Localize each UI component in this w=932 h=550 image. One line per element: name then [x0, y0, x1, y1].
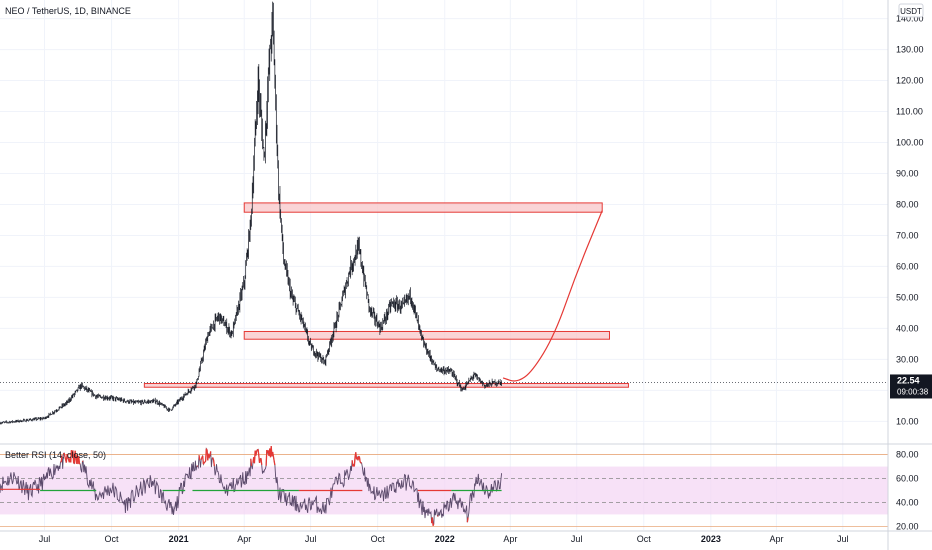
x-tick-label: Apr [769, 534, 783, 544]
last-price-badge: 22.54 09:00:38 [890, 374, 932, 399]
grid [0, 0, 888, 530]
x-tick-label: Jul [305, 534, 317, 544]
x-tick-label: Oct [637, 534, 652, 544]
rsi-extreme-segment [257, 449, 260, 456]
rsi-extreme-segment [212, 457, 215, 461]
y-tick-label: 50.00 [896, 292, 919, 302]
rsi-extreme-segment [72, 450, 75, 463]
rsi-y-tick-label: 80.00 [896, 450, 919, 460]
y-tick-label: 40.00 [896, 323, 919, 333]
x-tick-label: 2021 [169, 534, 189, 544]
support-resistance-zone [143, 383, 629, 388]
rsi-y-tick-label: 40.00 [896, 497, 919, 507]
symbol-title[interactable]: NEO / TetherUS, 1D, BINANCE [5, 6, 131, 16]
rsi-line [0, 446, 503, 526]
rsi-y-tick-label: 20.00 [896, 521, 919, 531]
rsi-extreme-segment [203, 461, 206, 464]
y-tick-label: 70.00 [896, 230, 919, 240]
currency-text: USDT [900, 7, 922, 16]
zones [143, 202, 629, 388]
rsi-extreme-segment [432, 523, 435, 526]
currency-label[interactable]: USDT [898, 3, 924, 18]
x-tick-label: Oct [105, 534, 120, 544]
x-tick-label: 2022 [435, 534, 455, 544]
last-price-countdown: 09:00:38 [897, 387, 929, 396]
support-resistance-zone [243, 202, 603, 213]
rsi-extreme-segment [78, 456, 81, 464]
y-tick-label: 130.00 [896, 45, 924, 55]
rsi-extreme-segment [204, 460, 207, 463]
y-tick-label: 80.00 [896, 199, 919, 209]
rsi-extreme-segment [466, 517, 469, 523]
support-resistance-zone [243, 330, 610, 340]
rsi-series [0, 446, 888, 527]
x-tick-label: Jul [571, 534, 583, 544]
rsi-extreme-segment [260, 458, 263, 465]
rsi-extreme-segment [200, 457, 203, 460]
y-tick-label: 10.00 [896, 416, 919, 426]
rsi-extreme-segment [208, 455, 211, 458]
rsi-extreme-segment [74, 450, 77, 457]
rsi-title[interactable]: Better RSI (14, close, 50) [5, 450, 106, 460]
rsi-extreme-segment [359, 461, 362, 464]
x-tick-label: Jul [837, 534, 849, 544]
rsi-extreme-segment [265, 450, 268, 466]
x-tick-label: Oct [371, 534, 386, 544]
x-tick-label: Jul [39, 534, 51, 544]
x-tick-label: Apr [237, 534, 251, 544]
y-tick-label: 140.00 [896, 14, 924, 24]
rsi-extreme-segment [273, 460, 276, 466]
projection-curve [502, 210, 603, 382]
rsi-y-tick-label: 60.00 [896, 474, 919, 484]
rsi-extreme-segment [353, 457, 356, 467]
projection [0, 210, 888, 383]
rsi-extreme-segment [202, 462, 205, 465]
rsi-extreme-segment [212, 460, 215, 467]
rsi-extreme-segment [66, 453, 69, 458]
rsi-extreme-segment [358, 456, 361, 463]
rsi-extreme-segment [60, 455, 63, 463]
rsi-extreme-segment [67, 457, 70, 460]
rsi-extreme-segment [256, 449, 258, 452]
rsi-extreme-segment [202, 455, 205, 465]
y-tick-label: 30.00 [896, 354, 919, 364]
y-tick-label: 90.00 [896, 168, 919, 178]
y-tick-label: 100.00 [896, 138, 924, 148]
rsi-extreme-segment [205, 448, 208, 451]
y-tick-label: 110.00 [896, 107, 923, 117]
rsi-extreme-segment [64, 456, 67, 460]
price-series [0, 1, 502, 425]
rsi-extreme-segment [255, 451, 258, 456]
y-tick-label: 120.00 [896, 76, 924, 86]
last-price-value: 22.54 [897, 375, 920, 385]
rsi-extreme-segment [272, 456, 275, 461]
x-tick-label: Apr [503, 534, 517, 544]
y-tick-label: 60.00 [896, 261, 919, 271]
rsi-extreme-segment [204, 448, 207, 462]
x-tick-label: 2023 [701, 534, 721, 544]
rsi-extreme-segment [272, 451, 275, 457]
rsi-extreme-segment [258, 458, 261, 464]
rsi-extreme-segment [198, 455, 201, 461]
rsi-extreme-segment [63, 452, 66, 457]
rsi-extreme-segment [209, 451, 212, 456]
rsi-extreme-segment [250, 458, 253, 466]
